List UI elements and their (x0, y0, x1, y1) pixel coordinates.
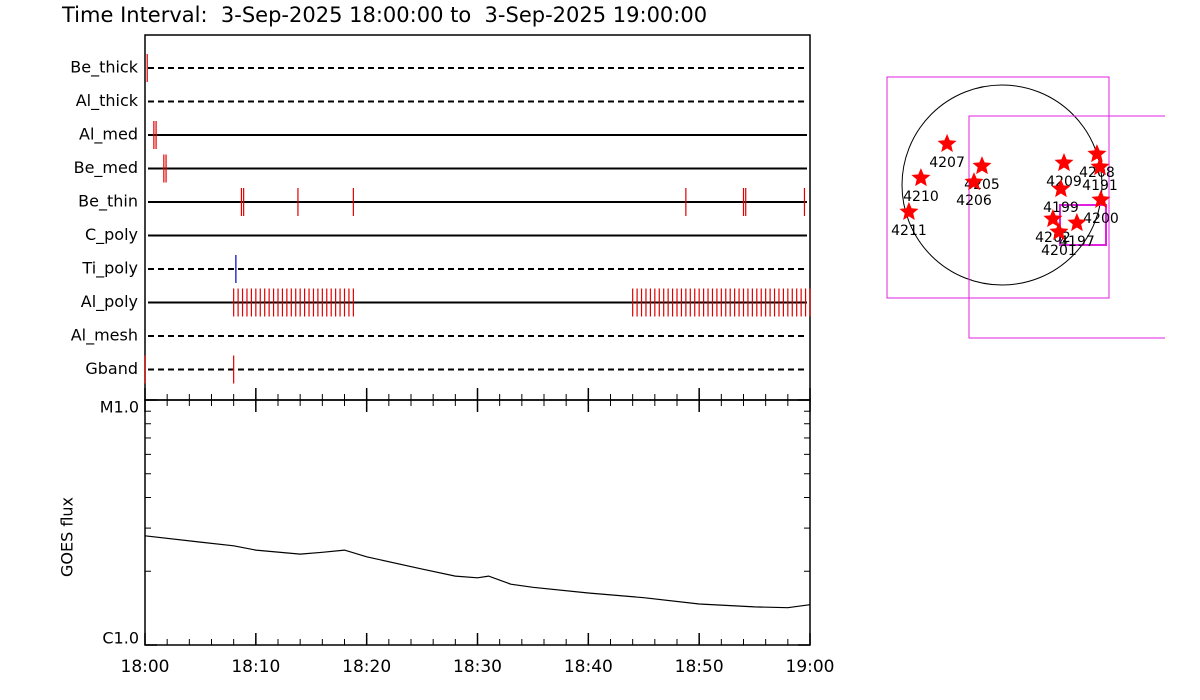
region-star (1049, 221, 1069, 240)
fov-box (968, 115, 1165, 339)
row-label: Gband (85, 359, 138, 378)
row-label: C_poly (85, 225, 138, 245)
solar-disk (901, 84, 1103, 286)
x-tick-label: 18:20 (342, 657, 391, 677)
region-star (1091, 189, 1111, 208)
x-tick-label: 19:00 (786, 657, 835, 677)
region-star (911, 168, 931, 187)
timeline-frame (144, 34, 811, 401)
region-label: 4197 (1059, 234, 1095, 250)
region-star (1043, 209, 1063, 228)
x-tick-label: 18:00 (121, 657, 170, 677)
y-tick-label: C1.0 (102, 629, 139, 648)
region-star (1051, 179, 1071, 198)
row-label: Al_thick (76, 91, 139, 111)
region-label: 4207 (929, 155, 965, 171)
region-label: 4210 (903, 189, 939, 205)
y-tick-label: M1.0 (100, 398, 139, 417)
row-label: Al_poly (81, 292, 138, 312)
region-star (1067, 213, 1087, 232)
region-star (972, 156, 992, 175)
region-label: 4206 (956, 193, 992, 209)
region-star (1087, 144, 1107, 163)
region-label: 4199 (1043, 200, 1079, 216)
row-label: Ti_poly (81, 259, 138, 279)
row-label: Be_thin (78, 192, 138, 212)
region-star (937, 133, 957, 152)
region-label: 4200 (1083, 211, 1119, 227)
row-label: Be_med (74, 158, 138, 178)
x-tick-label: 18:10 (231, 657, 280, 677)
region-label: 4211 (891, 223, 927, 239)
y-axis-label: GOES flux (58, 497, 77, 577)
region-star (899, 201, 919, 220)
region-label: 4191 (1082, 178, 1118, 194)
x-tick-label: 18:30 (453, 657, 502, 677)
x-tick-label: 18:50 (675, 657, 724, 677)
goes-frame (144, 399, 811, 646)
goes-curve (144, 535, 811, 609)
region-star (1054, 153, 1074, 172)
row-label: Be_thick (70, 58, 138, 78)
row-label: Al_mesh (71, 326, 138, 346)
fov-box (886, 76, 1110, 299)
region-label: 4201 (1041, 243, 1077, 259)
row-label: Al_med (79, 125, 138, 145)
title: Time Interval: 3-Sep-2025 18:00:00 to 3-… (61, 3, 707, 27)
region-star (964, 172, 984, 191)
x-tick-label: 18:40 (564, 657, 613, 677)
region-star (1090, 157, 1110, 176)
